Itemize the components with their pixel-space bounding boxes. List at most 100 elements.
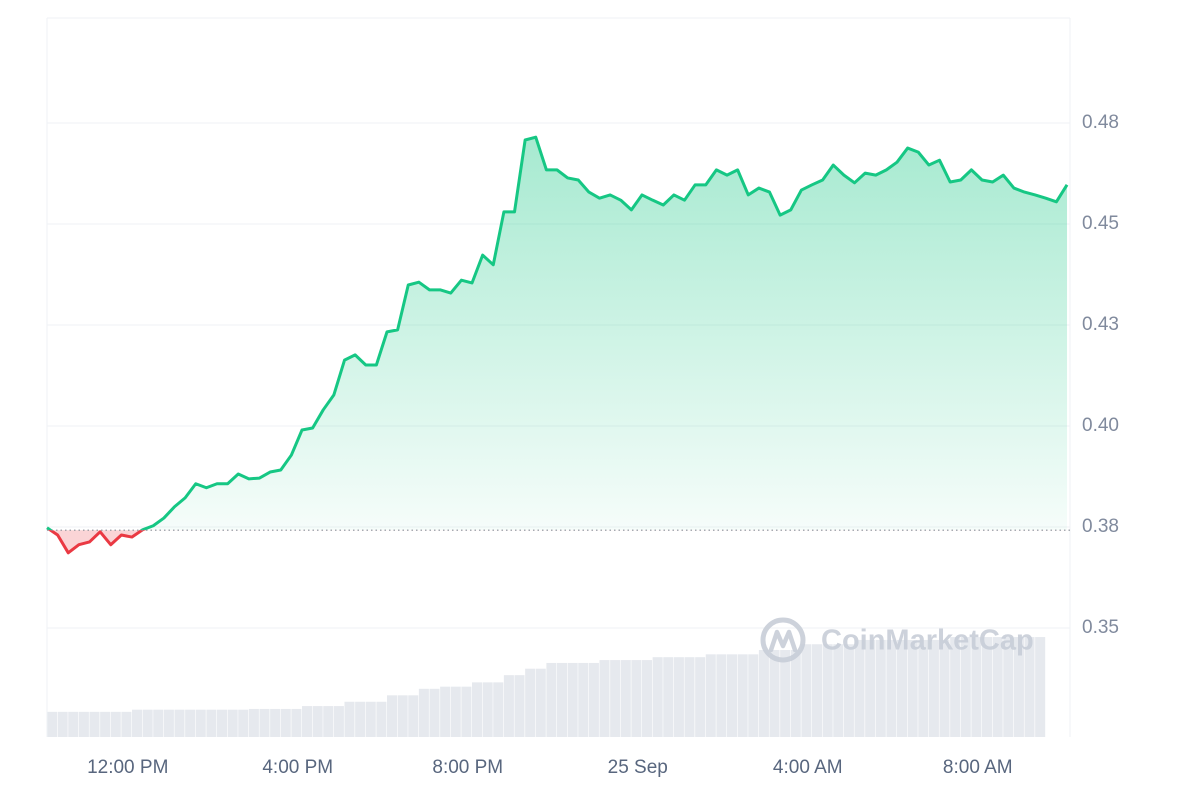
volume-bar [918,639,929,737]
x-tick-label: 25 Sep [608,757,668,778]
volume-bar [142,709,153,737]
volume-bar [557,662,568,737]
volume-bar [89,711,100,737]
y-tick-label: 0.40 [1082,415,1119,436]
volume-bar [429,688,440,737]
volume-bar [365,701,376,737]
volume-bar [312,706,323,737]
volume-bar [748,654,759,737]
area-up [47,137,1068,531]
x-tick-label: 4:00 PM [262,757,333,778]
volume-bar [812,644,823,737]
volume-bar [673,657,684,737]
y-tick-label: 0.38 [1082,516,1119,537]
volume-bar [525,668,536,737]
volume-bar [195,709,206,737]
plot-layer [46,135,1070,555]
volume-bar [1003,637,1014,737]
volume-bar [185,709,196,737]
volume-bar [1035,637,1046,737]
volume-bar [291,708,302,737]
volume-bar [206,709,217,737]
x-tick-label: 8:00 AM [943,757,1013,778]
volume-bar [238,709,249,737]
volume-bar [132,709,143,737]
volume-bar [163,709,174,737]
volume-bar [907,639,918,737]
volume-bar [886,639,897,737]
volume-bar [705,654,716,737]
volume-bar [960,637,971,737]
volume-bar [174,709,185,737]
watermark-text: CoinMarketCap [821,625,1034,657]
volume-bar [939,639,950,737]
volume-bar [716,654,727,737]
volume-bar [631,660,642,737]
volume-bar [153,709,164,737]
price-line-up [46,135,1069,531]
volume-bar [928,639,939,737]
volume-bar [248,708,259,737]
volume-bar [588,662,599,737]
volume-bar [854,639,865,737]
volume-bar [663,657,674,737]
volume-bar [822,644,833,737]
volume-bar [482,682,493,737]
volume-bar [780,650,791,737]
volume-bar [727,654,738,737]
volume-bar [801,644,812,737]
volume-bar [68,711,79,737]
volume-bar [567,662,578,737]
volume-bar [982,637,993,737]
volume-bar [217,709,228,737]
volume-bar [47,711,58,737]
volume-bar [503,675,514,737]
volume-bar [472,682,483,737]
volume-bar [652,657,663,737]
volume-bar [642,660,653,737]
volume-bar [355,701,366,737]
volume-bar [344,701,355,737]
y-tick-label: 0.48 [1082,112,1119,133]
volume-bar [408,695,419,737]
volume-bar [418,688,429,737]
volume-bar [227,709,238,737]
volume-bar [1024,637,1035,737]
y-tick-label: 0.43 [1082,314,1119,335]
volume-bar [599,660,610,737]
volume-bar [769,650,780,737]
watermark-logo [760,617,806,663]
volume-bar [78,711,89,737]
x-tick-label: 8:00 PM [432,757,503,778]
volume-bar [450,686,461,737]
volume-bar [684,657,695,737]
x-tick-label: 12:00 PM [87,757,168,778]
volume-bar [1013,637,1024,737]
volume-bar [950,637,961,737]
volume-bar [110,711,121,737]
volume-bar [620,660,631,737]
volume-bar [493,682,504,737]
volume-bar [875,639,886,737]
volume-bar [376,701,387,737]
volume-bar [100,711,111,737]
volume-bar [333,706,344,737]
volume-bar [695,657,706,737]
label-layer: 0.35 0.38 0.40 0.43 0.45 0.48 12:00 PM 4:00 PM 8… [87,112,1119,778]
volume-bar [121,711,132,737]
volume-bar [546,662,557,737]
volume-bar [578,662,589,737]
y-tick-label: 0.45 [1082,213,1119,234]
volume-bar [302,706,313,737]
volume-bar [514,675,525,737]
y-tick-label: 0.35 [1082,617,1119,638]
volume-bar [843,644,854,737]
volume-bar [57,711,68,737]
volume-bar [323,706,334,737]
volume-bar [865,639,876,737]
volume-bar [737,654,748,737]
volume-bar [280,708,291,737]
volume-bar [971,637,982,737]
